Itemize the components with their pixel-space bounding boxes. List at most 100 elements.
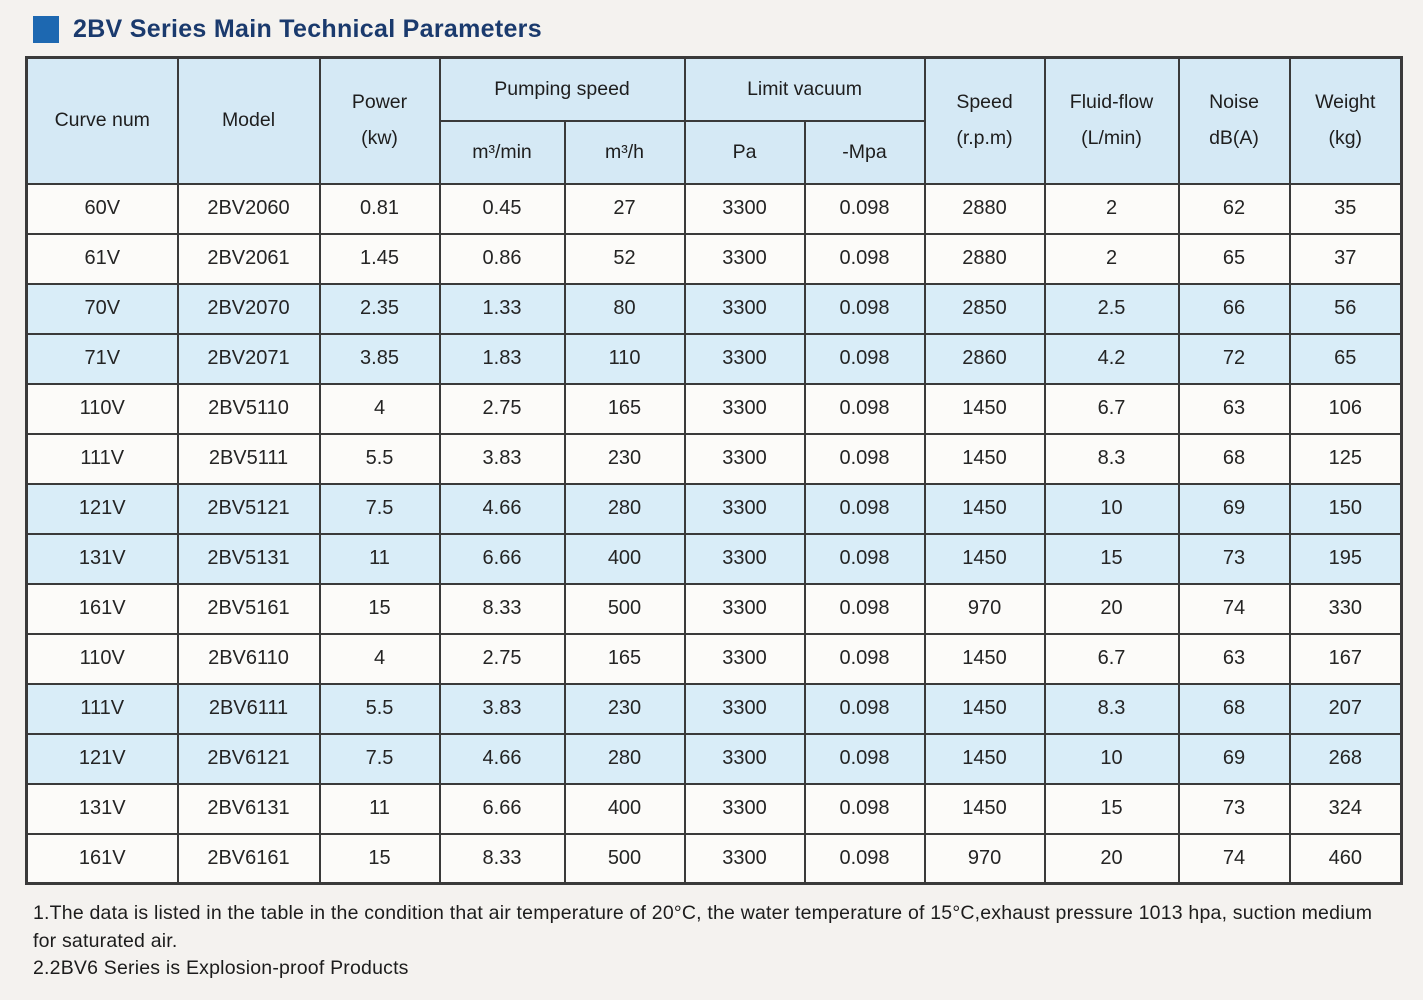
table-cell: 0.45 xyxy=(438,182,566,235)
table-cell: 195 xyxy=(1288,532,1403,585)
col-header-weight-line2: (kg) xyxy=(1328,127,1363,150)
table-cell: 500 xyxy=(563,582,686,635)
table-cell: 2BV5161 xyxy=(176,582,321,635)
table-cell: 4.66 xyxy=(438,482,566,535)
table-row: 131V 2BV6131 11 6.66 400 3300 0.098 1450 15 73 324 xyxy=(25,782,1403,835)
table-cell: 1450 xyxy=(923,432,1046,485)
table-cell: 2860 xyxy=(923,332,1046,385)
table-cell: 3300 xyxy=(683,382,806,435)
table-cell: 131V xyxy=(25,532,179,585)
table-cell: 6.7 xyxy=(1043,382,1180,435)
table-cell: 0.098 xyxy=(803,482,926,535)
table-cell: 37 xyxy=(1288,232,1403,285)
table-cell: 73 xyxy=(1177,782,1291,835)
col-header-speed-line1: Speed xyxy=(956,91,1013,114)
table-cell: 4 xyxy=(318,632,441,685)
table-cell: 65 xyxy=(1288,332,1403,385)
table-cell: 0.81 xyxy=(318,182,441,235)
table-cell: 1.45 xyxy=(318,232,441,285)
table-cell: 15 xyxy=(318,832,441,885)
table-row: 121V 2BV6121 7.5 4.66 280 3300 0.098 1450 10 69 26… xyxy=(25,732,1403,785)
table-cell: 0.098 xyxy=(803,632,926,685)
table-cell: 20 xyxy=(1043,832,1180,885)
table-cell: 125 xyxy=(1288,432,1403,485)
table-cell: 68 xyxy=(1177,682,1291,735)
table-cell: 2BV6131 xyxy=(176,782,321,835)
table-cell: 65 xyxy=(1177,232,1291,285)
table-cell: 61V xyxy=(25,232,179,285)
table-cell: 2BV6111 xyxy=(176,682,321,735)
table-cell: 2.5 xyxy=(1043,282,1180,335)
table-cell: 3300 xyxy=(683,582,806,635)
table-cell: 2BV6121 xyxy=(176,732,321,785)
table-cell: 60V xyxy=(25,182,179,235)
table-cell: 62 xyxy=(1177,182,1291,235)
table-cell: 0.098 xyxy=(803,832,926,885)
table-cell: 8.33 xyxy=(438,582,566,635)
table-cell: 10 xyxy=(1043,732,1180,785)
table-cell: 161V xyxy=(25,582,179,635)
table-cell: 268 xyxy=(1288,732,1403,785)
col-header-m3min: m³/min xyxy=(438,119,566,185)
col-header-weight: Weight (kg) xyxy=(1288,56,1403,185)
table-cell: 8.3 xyxy=(1043,682,1180,735)
table-cell: 68 xyxy=(1177,432,1291,485)
table-row: 161V 2BV5161 15 8.33 500 3300 0.098 970 20 74 330 xyxy=(25,582,1403,635)
title-bullet-square-icon xyxy=(33,15,59,43)
table-cell: 27 xyxy=(563,182,686,235)
page-title: 2BV Series Main Technical Parameters xyxy=(73,14,542,43)
col-header-fluid-flow-line2: (L/min) xyxy=(1081,127,1142,150)
parameters-table: Curve num Model Power (kw) Pumping speed… xyxy=(25,56,1404,885)
table-cell: 2BV6110 xyxy=(176,632,321,685)
table-cell: 3300 xyxy=(683,732,806,785)
table-cell: 3300 xyxy=(683,332,806,385)
table-cell: 4.2 xyxy=(1043,332,1180,385)
table-cell: 1450 xyxy=(923,382,1046,435)
table-cell: 20 xyxy=(1043,582,1180,635)
table-cell: 0.098 xyxy=(803,532,926,585)
table-cell: 4 xyxy=(318,382,441,435)
table-cell: 3300 xyxy=(683,782,806,835)
table-cell: 56 xyxy=(1288,282,1403,335)
table-cell: 63 xyxy=(1177,382,1291,435)
col-header-pumping-speed: Pumping speed xyxy=(438,56,686,122)
table-cell: 111V xyxy=(25,432,179,485)
table-cell: 2880 xyxy=(923,182,1046,235)
table-cell: 110V xyxy=(25,632,179,685)
table-cell: 10 xyxy=(1043,482,1180,535)
table-cell: 106 xyxy=(1288,382,1403,435)
table-cell: 0.098 xyxy=(803,332,926,385)
table-cell: 121V xyxy=(25,732,179,785)
table-cell: 0.098 xyxy=(803,682,926,735)
page-title-bar: 2BV Series Main Technical Parameters xyxy=(33,13,1423,45)
table-cell: 165 xyxy=(563,382,686,435)
table-cell: 7.5 xyxy=(318,482,441,535)
table-cell: 7.5 xyxy=(318,732,441,785)
table-cell: 15 xyxy=(318,582,441,635)
col-header-mpa: -Mpa xyxy=(803,119,926,185)
table-cell: 110V xyxy=(25,382,179,435)
table-cell: 3.83 xyxy=(438,682,566,735)
table-cell: 460 xyxy=(1288,832,1403,885)
table-cell: 1450 xyxy=(923,732,1046,785)
table-header: Curve num Model Power (kw) Pumping speed… xyxy=(25,56,1403,185)
table-cell: 2.75 xyxy=(438,382,566,435)
table-cell: 2BV2061 xyxy=(176,232,321,285)
table-cell: 2BV2060 xyxy=(176,182,321,235)
table-cell: 66 xyxy=(1177,282,1291,335)
table-row: 70V 2BV2070 2.35 1.33 80 3300 0.098 2850 2.5 66 56 xyxy=(25,282,1403,335)
table-cell: 2BV5131 xyxy=(176,532,321,585)
table-cell: 0.098 xyxy=(803,582,926,635)
table-cell: 2BV2070 xyxy=(176,282,321,335)
table-row: 110V 2BV5110 4 2.75 165 3300 0.098 1450 6.7 63 106 xyxy=(25,382,1403,435)
table-cell: 15 xyxy=(1043,782,1180,835)
table-cell: 3300 xyxy=(683,632,806,685)
table-cell: 69 xyxy=(1177,732,1291,785)
table-row: 61V 2BV2061 1.45 0.86 52 3300 0.098 2880 2 65 37 xyxy=(25,232,1403,285)
table-cell: 161V xyxy=(25,832,179,885)
col-header-pa: Pa xyxy=(683,119,806,185)
col-header-power: Power (kw) xyxy=(318,56,441,185)
table-cell: 131V xyxy=(25,782,179,835)
table-cell: 3300 xyxy=(683,682,806,735)
table-cell: 3300 xyxy=(683,832,806,885)
